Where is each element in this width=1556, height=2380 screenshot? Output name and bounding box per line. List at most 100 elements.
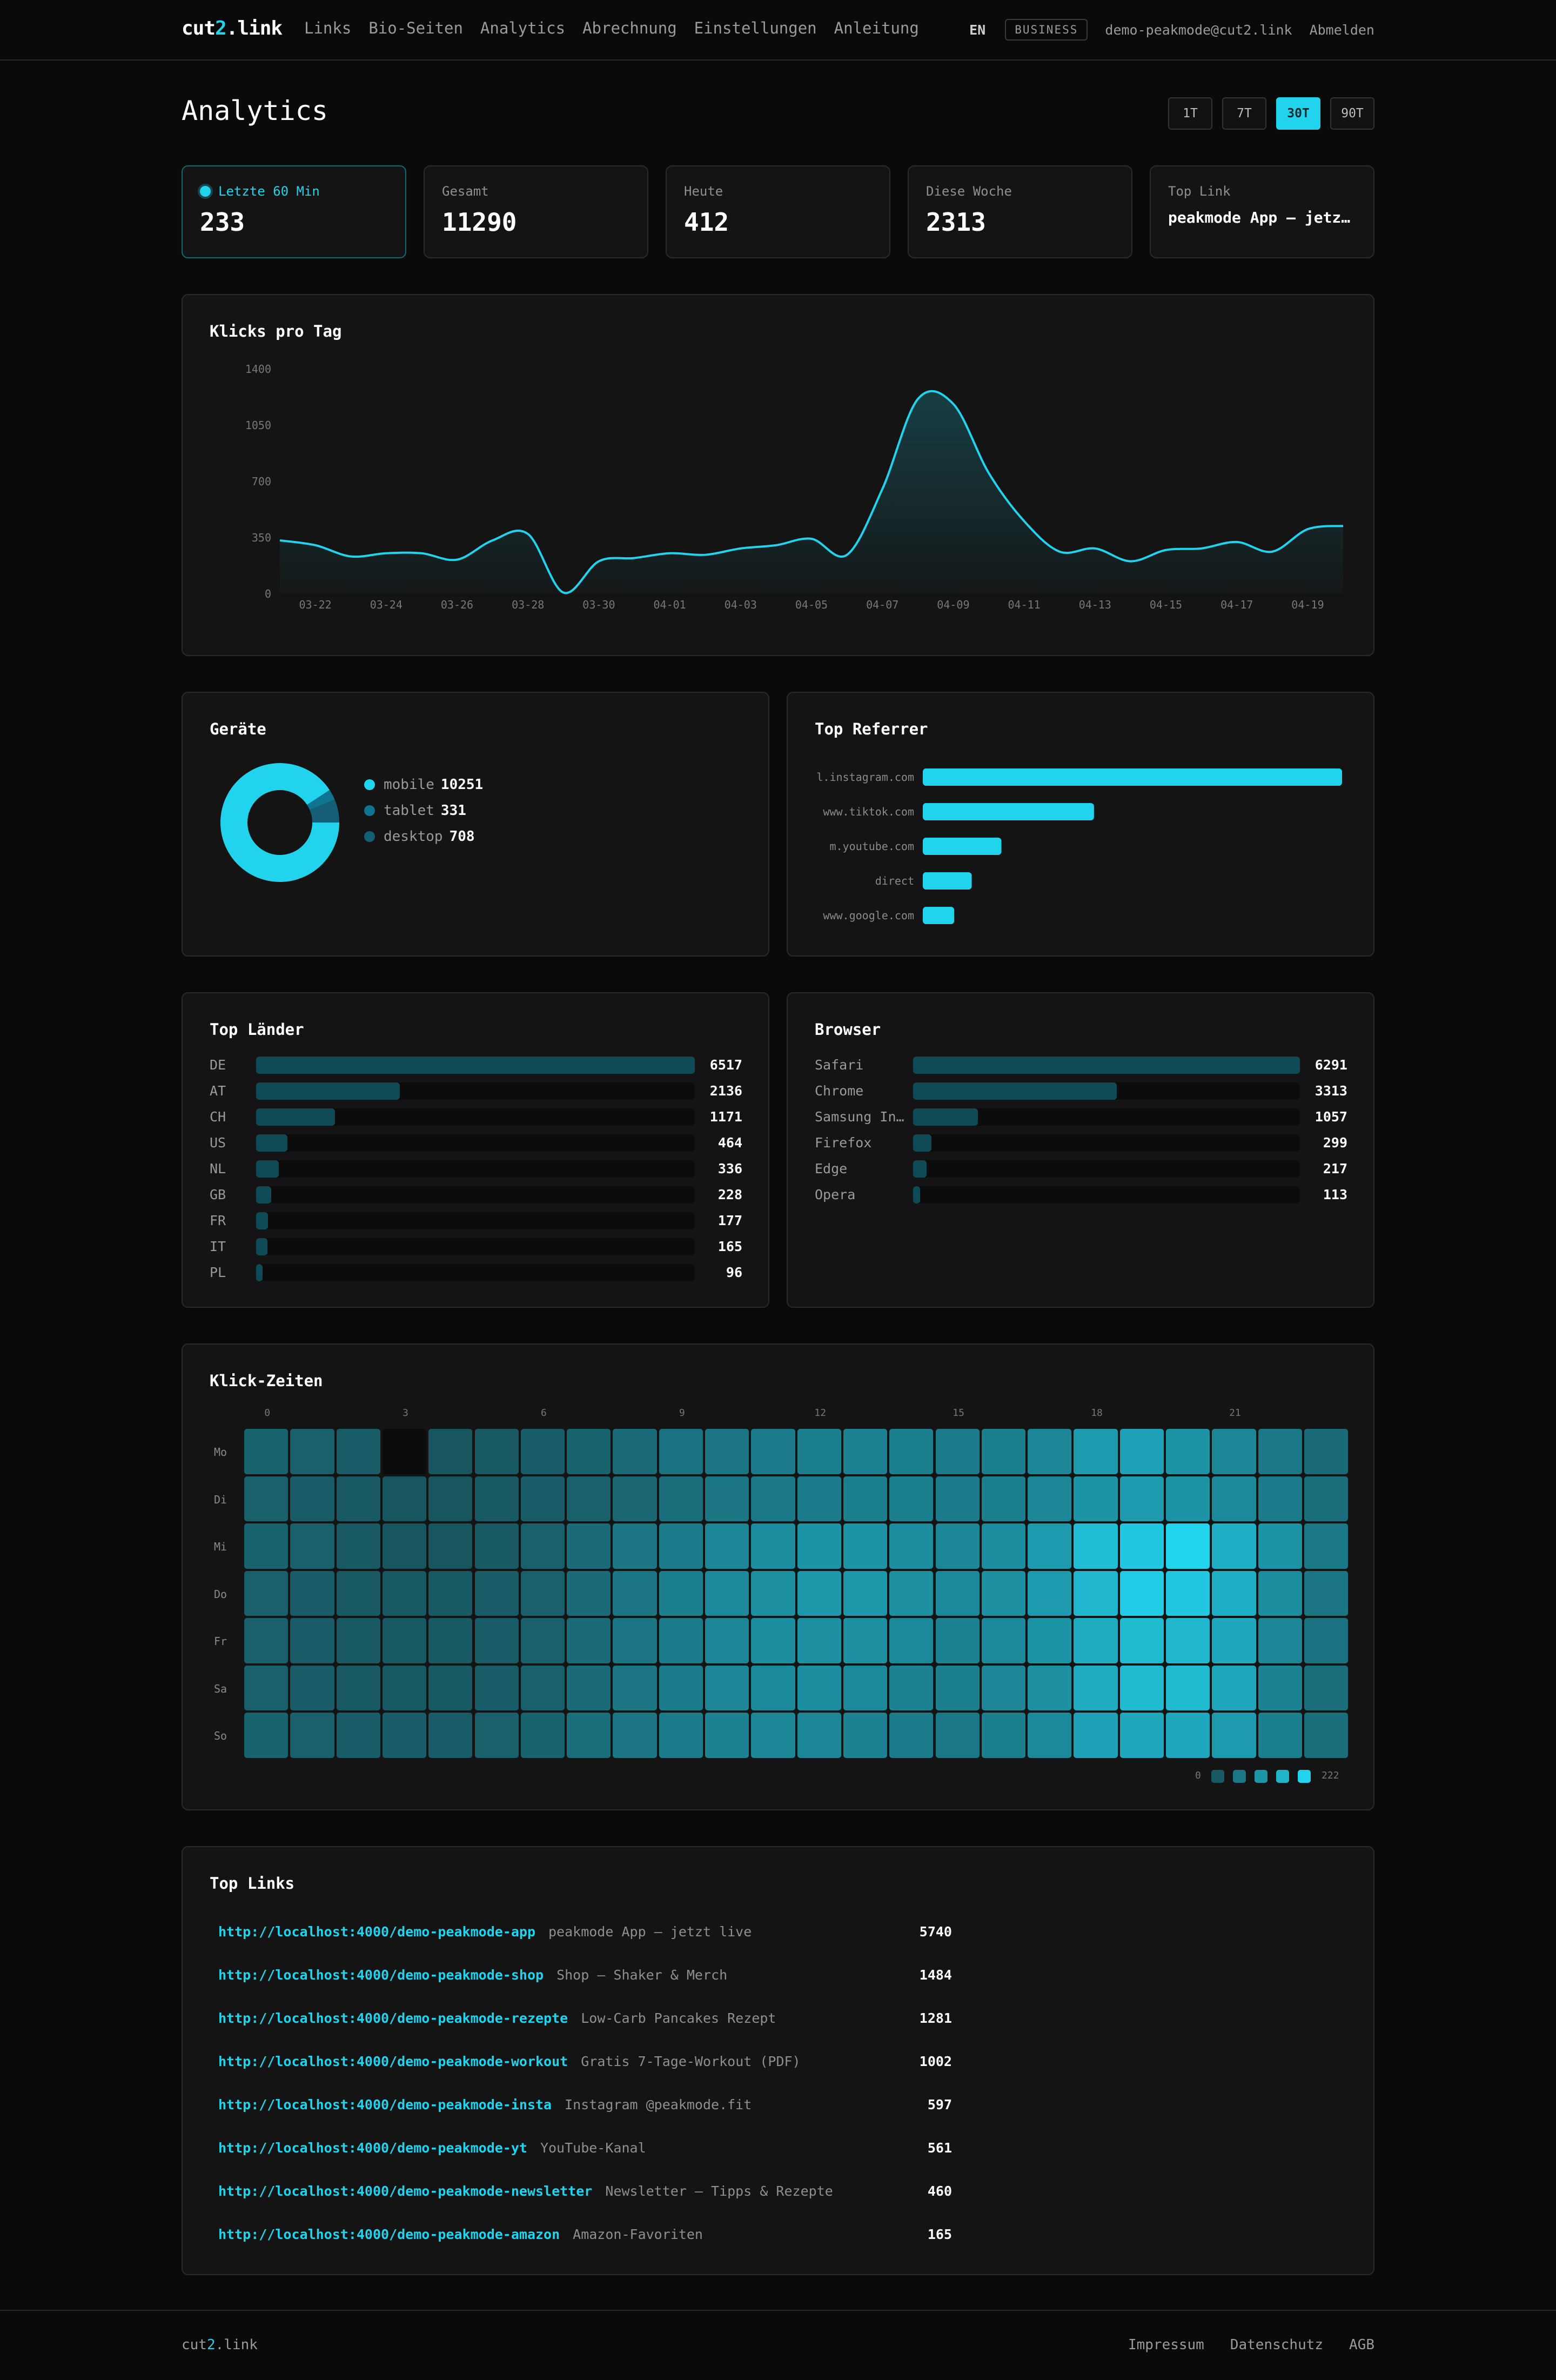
heatmap-cell [336, 1570, 380, 1616]
heatmap-cell [981, 1618, 1026, 1663]
heatmap-cell [428, 1476, 473, 1521]
footer-links: Impressum Datenschutz AGB [1128, 2337, 1374, 2353]
bar-track [256, 1238, 695, 1255]
heatmap-cell [705, 1570, 749, 1616]
footer-link-privacy[interactable]: Datenschutz [1230, 2337, 1324, 2353]
link-url[interactable]: http://localhost:4000/demo-peakmode-news… [218, 2183, 593, 2199]
link-url[interactable]: http://localhost:4000/demo-peakmode-work… [218, 2053, 568, 2069]
heatmap-cell [797, 1429, 841, 1474]
heatmap-cell [797, 1618, 841, 1663]
link-url[interactable]: http://localhost:4000/demo-peakmode-inst… [218, 2096, 552, 2112]
referrer-bar [923, 803, 1094, 820]
heatmap-cell [1212, 1713, 1256, 1758]
bar-track [256, 1134, 695, 1152]
hour-label: 0 [264, 1407, 271, 1419]
heatmap-cell [1166, 1713, 1210, 1758]
bar-fill [913, 1057, 1300, 1074]
link-url[interactable]: http://localhost:4000/demo-peakmode-app [218, 1923, 535, 1940]
card-title: Top Länder [210, 1020, 304, 1039]
link-click-count: 1002 [919, 2053, 952, 2069]
stat-value: 233 [200, 208, 245, 237]
heatmap-cell [889, 1570, 934, 1616]
heatmap-cell [751, 1476, 795, 1521]
footer-link-terms[interactable]: AGB [1349, 2337, 1374, 2353]
bar-value: 6291 [1314, 1057, 1347, 1073]
bar-value: 228 [717, 1187, 742, 1202]
top-link-row[interactable]: http://localhost:4000/demo-peakmode-news… [210, 2169, 961, 2212]
bar-track [256, 1057, 695, 1074]
heatmap-cell [567, 1523, 611, 1569]
nav-bio-pages[interactable]: Bio-Seiten [368, 19, 463, 37]
top-link-row[interactable]: http://localhost:4000/demo-peakmode-work… [210, 2040, 961, 2083]
top-link-row[interactable]: http://localhost:4000/demo-peakmode-yt Yo… [210, 2126, 961, 2169]
heatmap-cell [1212, 1429, 1256, 1474]
clicks-area-fill [280, 391, 1343, 593]
top-link-row[interactable]: http://localhost:4000/demo-peakmode-inst… [210, 2083, 961, 2126]
heatmap-cell [520, 1523, 565, 1569]
heatmap-cell [889, 1523, 934, 1569]
heatmap-cell [659, 1570, 703, 1616]
range-30t-button[interactable]: 30T [1276, 97, 1320, 130]
logo[interactable]: cut2.link [182, 17, 283, 39]
nav-billing[interactable]: Abrechnung [582, 19, 677, 37]
heatmap-cell [1258, 1665, 1302, 1710]
top-link-row[interactable]: http://localhost:4000/demo-peakmode-amaz… [210, 2212, 961, 2256]
bar-track [256, 1264, 695, 1281]
referrer-bar [923, 838, 1002, 855]
heatmap-cell [1166, 1618, 1210, 1663]
nav-settings[interactable]: Einstellungen [694, 19, 817, 37]
link-url[interactable]: http://localhost:4000/demo-peakmode-yt [218, 2140, 527, 2156]
y-tick-label: 0 [265, 587, 271, 600]
heatmap-cell [1028, 1429, 1072, 1474]
range-7t-button[interactable]: 7T [1222, 97, 1266, 130]
heatmap-cell [382, 1713, 427, 1758]
heatmap-cell [1258, 1570, 1302, 1616]
nav-analytics[interactable]: Analytics [480, 19, 566, 37]
top-link-row[interactable]: http://localhost:4000/demo-peakmode-app p… [210, 1910, 961, 1953]
x-tick-label: 03-30 [582, 598, 615, 611]
link-url[interactable]: http://localhost:4000/demo-peakmode-amaz… [218, 2226, 560, 2242]
heatmap-cell [290, 1713, 334, 1758]
legend-max-label: 222 [1322, 1769, 1339, 1781]
heatmap-cell [1074, 1476, 1118, 1521]
devices-card: Geräte mobile 10251 tablet 331 desktop 708 [182, 692, 769, 957]
bar-fill [913, 1082, 1117, 1100]
stat-label: Gesamt [442, 184, 489, 199]
bar-value: 96 [726, 1265, 742, 1280]
range-1t-button[interactable]: 1T [1168, 97, 1212, 130]
bar-label: DE [210, 1057, 226, 1073]
heatmap-cell [520, 1665, 565, 1710]
heatmap-cell [889, 1476, 934, 1521]
heatmap-cell [336, 1476, 380, 1521]
link-click-count: 597 [927, 2096, 952, 2112]
top-link-row[interactable]: http://localhost:4000/demo-peakmode-shop… [210, 1953, 961, 1996]
heatmap-cell [474, 1713, 519, 1758]
range-90t-button[interactable]: 90T [1330, 97, 1374, 130]
link-url[interactable]: http://localhost:4000/demo-peakmode-reze… [218, 2010, 568, 2026]
top-link-row[interactable]: http://localhost:4000/demo-peakmode-reze… [210, 1996, 961, 2040]
stat-value: 11290 [442, 208, 517, 237]
heatmap-cell [1119, 1476, 1164, 1521]
nav-links[interactable]: Links [304, 19, 352, 37]
hour-label: 9 [679, 1407, 685, 1419]
nav-guide[interactable]: Anleitung [834, 19, 919, 37]
heatmap-cell [659, 1618, 703, 1663]
x-tick-label: 04-01 [653, 598, 686, 611]
footer-logo[interactable]: cut2.link [182, 2337, 258, 2353]
time-range-selector: 1T 7T 30T 90T [1168, 97, 1374, 130]
hour-label: 21 [1229, 1407, 1241, 1419]
heatmap-cell [935, 1665, 980, 1710]
bar-label: CH [210, 1109, 226, 1125]
card-title: Geräte [210, 720, 266, 738]
link-url[interactable]: http://localhost:4000/demo-peakmode-shop [218, 1967, 544, 1983]
footer-link-imprint[interactable]: Impressum [1128, 2337, 1204, 2353]
heatmap-cell [751, 1618, 795, 1663]
heatmap-cell [843, 1523, 888, 1569]
heatmap-cell [1258, 1713, 1302, 1758]
referrer-label: www.tiktok.com [823, 805, 914, 818]
heatmap-cell [843, 1429, 888, 1474]
logout-button[interactable]: Abmelden [1309, 22, 1374, 38]
language-toggle[interactable]: EN [969, 22, 986, 38]
card-title: Klick-Zeiten [210, 1372, 323, 1390]
heatmap-cell [382, 1570, 427, 1616]
